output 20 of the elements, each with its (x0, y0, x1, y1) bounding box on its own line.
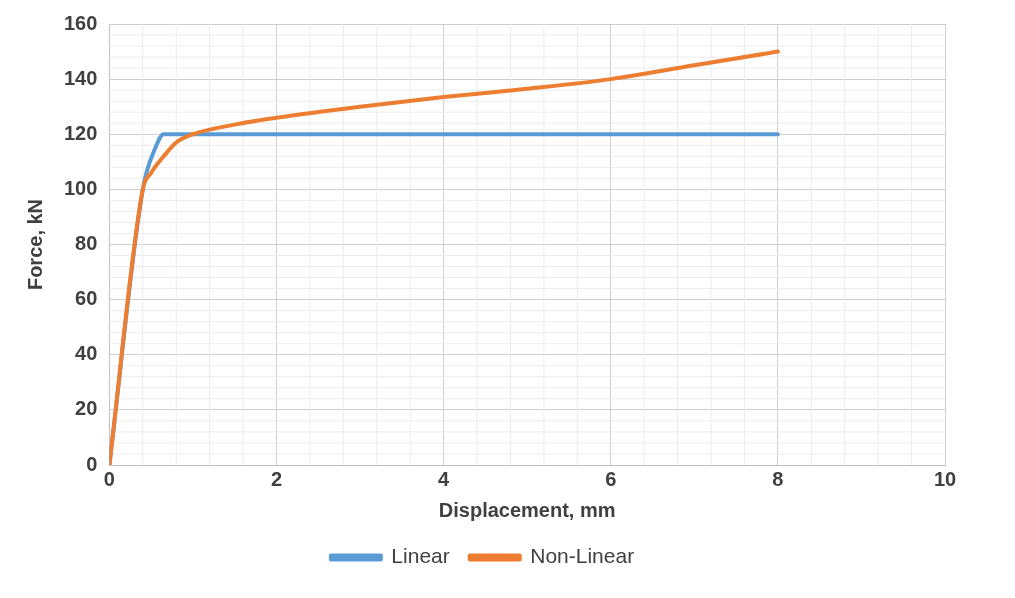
x-tick-label: 2 (270, 467, 283, 490)
x-tick-label: 6 (605, 467, 617, 490)
y-tick-label: 80 (75, 232, 98, 255)
legend-label: Non-Linear (530, 544, 635, 568)
legend-label: Linear (391, 544, 450, 568)
x-tick-label: 10 (933, 467, 957, 490)
y-tick-label: 120 (63, 121, 98, 144)
x-tick-label: 0 (103, 467, 115, 490)
y-axis-title: Force, kN (23, 198, 46, 291)
x-tick-label: 4 (438, 467, 451, 490)
y-tick-label: 60 (75, 287, 98, 310)
y-tick-label: 20 (75, 397, 98, 420)
y-tick-label: 140 (63, 66, 98, 89)
y-tick-label: 0 (86, 452, 98, 475)
y-tick-label: 160 (63, 11, 98, 34)
y-tick-label: 40 (75, 342, 98, 365)
x-tick-label: 8 (772, 467, 784, 490)
line-series (109, 49, 780, 465)
x-axis-title: Displacement, mm (438, 498, 616, 521)
y-tick-label: 100 (63, 176, 98, 199)
